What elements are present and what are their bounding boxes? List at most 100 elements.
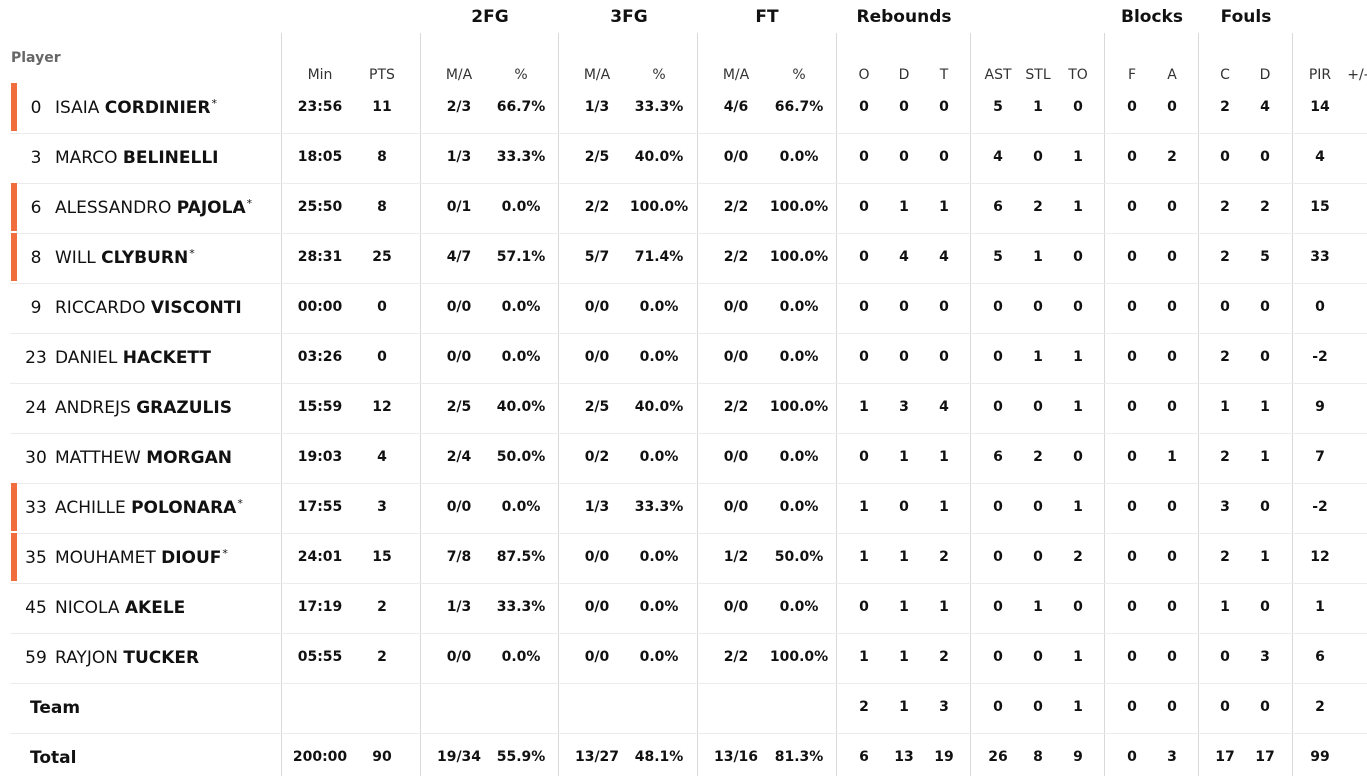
stat-cell: 0	[859, 99, 869, 115]
player-name[interactable]: RICCARDO VISCONTI	[55, 298, 242, 318]
stat-cell: 1/3	[446, 149, 472, 165]
stat-cell: 1	[1167, 449, 1177, 465]
stat-cell: 2	[1220, 549, 1230, 565]
stat-cell: 0.0%	[639, 649, 679, 665]
player-number: 30	[25, 448, 47, 468]
stat-cell: 2	[1033, 199, 1043, 215]
player-number: 3	[30, 148, 42, 168]
stat-cell: 0/0	[446, 299, 472, 315]
stat-cell: 1	[1033, 599, 1043, 615]
player-name[interactable]: ISAIA CORDINIER*	[55, 97, 217, 118]
player-last-name: PAJOLA	[176, 198, 246, 218]
stat-cell: 03:26	[297, 349, 343, 365]
stat-cell: 3	[1167, 749, 1177, 765]
starter-asterisk: *	[189, 247, 195, 260]
player-number: 59	[25, 648, 47, 668]
stat-cell: 0/1	[446, 199, 472, 215]
column-divider	[281, 33, 282, 776]
stat-cell: 1/3	[584, 499, 610, 515]
stat-cell: 0	[1073, 599, 1083, 615]
player-last-name: GRAZULIS	[136, 398, 232, 418]
player-name[interactable]: RAYJON TUCKER	[55, 648, 199, 668]
column-divider	[1198, 33, 1199, 776]
stat-cell: 90	[372, 749, 392, 765]
stat-cell: 0	[993, 299, 1003, 315]
stat-cell: -2	[1312, 349, 1328, 365]
player-number: 8	[30, 248, 42, 268]
player-name[interactable]: NICOLA AKELE	[55, 598, 185, 618]
stat-cell: 0	[859, 199, 869, 215]
player-first-name: RICCARDO	[55, 298, 151, 318]
stat-cell: 1	[939, 599, 949, 615]
stat-cell: 2	[939, 649, 949, 665]
stat-cell: 13	[894, 749, 914, 765]
player-name[interactable]: DANIEL HACKETT	[55, 348, 211, 368]
player-number: 0	[30, 98, 42, 118]
row-divider	[10, 333, 1367, 334]
group-header-reb: Rebounds	[856, 7, 952, 27]
stat-cell: 1	[1260, 399, 1270, 415]
column-header: M/A	[722, 67, 750, 83]
stat-cell: 0	[1073, 449, 1083, 465]
stat-cell: 0.0%	[779, 349, 819, 365]
starter-marker	[11, 83, 17, 131]
stat-cell: 71.4%	[634, 249, 684, 265]
stat-cell: 2	[1220, 199, 1230, 215]
column-header: %	[792, 67, 806, 83]
player-name[interactable]: MARCO BELINELLI	[55, 148, 218, 168]
stat-cell: 0.0%	[779, 599, 819, 615]
stat-cell: 1/2	[723, 549, 749, 565]
stat-cell: 4	[1260, 99, 1270, 115]
stat-cell: 0	[1315, 299, 1325, 315]
stat-cell: 0	[993, 699, 1003, 715]
stat-cell: 1	[899, 649, 909, 665]
stat-cell: 4	[1315, 149, 1325, 165]
stat-cell: 28:31	[297, 249, 343, 265]
stat-cell: 2	[1220, 449, 1230, 465]
stat-cell: 1	[1073, 649, 1083, 665]
stat-cell: 0/0	[584, 549, 610, 565]
stat-cell: 13/16	[713, 749, 759, 765]
stat-cell: 0.0%	[501, 349, 541, 365]
stat-cell: 0	[1260, 699, 1270, 715]
stat-cell: 1	[1033, 349, 1043, 365]
stat-cell: 0	[1167, 699, 1177, 715]
stat-cell: 0.0%	[779, 149, 819, 165]
stat-cell: 0	[993, 649, 1003, 665]
column-header: A	[1167, 67, 1177, 83]
player-first-name: MOUHAMET	[55, 548, 162, 568]
stat-cell: 0	[1260, 599, 1270, 615]
stat-cell: 0	[1073, 249, 1083, 265]
stat-cell: 9	[1073, 749, 1083, 765]
stat-cell: 0.0%	[639, 549, 679, 565]
stat-cell: 1	[939, 199, 949, 215]
stat-cell: 4	[993, 149, 1003, 165]
stat-cell: 0	[1033, 649, 1043, 665]
stat-cell: 0/0	[723, 449, 749, 465]
player-name[interactable]: WILL CLYBURN*	[55, 247, 195, 268]
player-name[interactable]: ALESSANDRO PAJOLA*	[55, 197, 252, 218]
player-first-name: ANDREJS	[55, 398, 137, 418]
stat-cell: 3	[939, 699, 949, 715]
stat-cell: 0.0%	[639, 299, 679, 315]
player-name[interactable]: MOUHAMET DIOUF*	[55, 547, 228, 568]
player-name[interactable]: ANDREJS GRAZULIS	[55, 398, 232, 418]
stat-cell: 0	[1127, 249, 1137, 265]
player-name[interactable]: MATTHEW MORGAN	[55, 448, 232, 468]
row-divider	[10, 133, 1367, 134]
stat-cell: 100.0%	[769, 199, 829, 215]
player-name[interactable]: ACHILLE POLONARA*	[55, 497, 243, 518]
stat-cell: 200:00	[292, 749, 348, 765]
stat-cell: 14	[1310, 99, 1330, 115]
stat-cell: 2	[1220, 349, 1230, 365]
stat-cell: 0	[899, 299, 909, 315]
stat-cell: 48.1%	[634, 749, 684, 765]
stat-cell: 2	[1033, 449, 1043, 465]
player-last-name: CORDINIER	[104, 98, 211, 118]
stat-cell: 0/0	[723, 499, 749, 515]
stat-cell: 0.0%	[779, 499, 819, 515]
stat-cell: 0.0%	[639, 599, 679, 615]
column-header: F	[1127, 67, 1137, 83]
stat-cell: 0	[899, 499, 909, 515]
